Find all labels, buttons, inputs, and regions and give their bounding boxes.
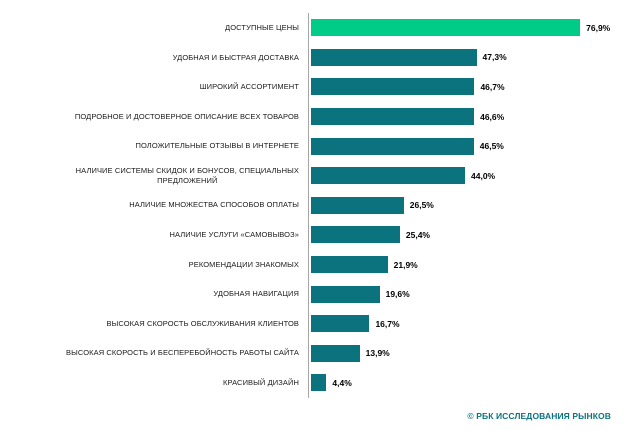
- category-label: ШИРОКИЙ АССОРТИМЕНТ: [199, 82, 299, 92]
- bar: [311, 48, 477, 66]
- plot-area: 46,7%: [308, 72, 624, 102]
- category-label-cell: УДОБНАЯ И БЫСТРАЯ ДОСТАВКА: [0, 53, 308, 63]
- category-label: ВЫСОКАЯ СКОРОСТЬ ОБСЛУЖИВАНИЯ КЛИЕНТОВ: [106, 318, 299, 328]
- plot-area: 19,6%: [308, 279, 624, 309]
- category-label-cell: НАЛИЧИЕ МНОЖЕСТВА СПОСОБОВ ОПЛАТЫ: [0, 200, 308, 210]
- value-label: 19,6%: [385, 289, 410, 300]
- chart-row: НАЛИЧИЕ УСЛУГИ «САМОВЫВОЗ» 25,4%: [0, 220, 624, 250]
- bar: [311, 78, 475, 96]
- category-label-cell: ВЫСОКАЯ СКОРОСТЬ И БЕСПЕРЕБОЙНОСТЬ РАБОТ…: [0, 348, 308, 358]
- plot-area: 16,7%: [308, 308, 624, 339]
- plot-area: 46,6%: [308, 101, 624, 132]
- value-label: 44,0%: [471, 170, 496, 181]
- bar: [311, 344, 360, 362]
- plot-area: 47,3%: [308, 42, 624, 73]
- category-label: ПОЛОЖИТЕЛЬНЫЕ ОТЗЫВЫ В ИНТЕРНЕТЕ: [135, 141, 299, 151]
- plot-area: 76,9%: [308, 13, 624, 43]
- value-label: 46,6%: [480, 111, 505, 122]
- plot-area: 13,9%: [308, 338, 624, 369]
- category-label: НАЛИЧИЕ МНОЖЕСТВА СПОСОБОВ ОПЛАТЫ: [129, 200, 299, 210]
- plot-area: 44,0%: [308, 160, 624, 191]
- value-label: 46,7%: [480, 81, 505, 92]
- category-label-cell: ВЫСОКАЯ СКОРОСТЬ ОБСЛУЖИВАНИЯ КЛИЕНТОВ: [0, 319, 308, 329]
- chart-row: ВЫСОКАЯ СКОРОСТЬ ОБСЛУЖИВАНИЯ КЛИЕНТОВ 16…: [0, 308, 624, 339]
- chart-row: ВЫСОКАЯ СКОРОСТЬ И БЕСПЕРЕБОЙНОСТЬ РАБОТ…: [0, 338, 624, 369]
- bar: [311, 137, 474, 155]
- category-label: ПОДРОБНОЕ И ДОСТОВЕРНОЕ ОПИСАНИЕ ВСЕХ ТО…: [74, 111, 299, 121]
- chart-row: УДОБНАЯ И БЫСТРАЯ ДОСТАВКА 47,3%: [0, 42, 624, 73]
- category-label: РЕКОМЕНДАЦИИ ЗНАКОМЫХ: [188, 259, 299, 269]
- chart-row: РЕКОМЕНДАЦИИ ЗНАКОМЫХ 21,9%: [0, 249, 624, 280]
- category-label: УДОБНАЯ НАВИГАЦИЯ: [213, 289, 299, 299]
- value-label: 26,5%: [409, 200, 434, 211]
- chart-row: ПОЛОЖИТЕЛЬНЫЕ ОТЗЫВЫ В ИНТЕРНЕТЕ 46,5%: [0, 131, 624, 161]
- bar: [311, 196, 404, 214]
- plot-area: 46,5%: [308, 131, 624, 161]
- bar: [311, 256, 388, 274]
- category-label-cell: НАЛИЧИЕ УСЛУГИ «САМОВЫВОЗ»: [0, 230, 308, 240]
- category-label-cell: НАЛИЧИЕ СИСТЕМЫ СКИДОК И БОНУСОВ, СПЕЦИА…: [0, 166, 308, 186]
- value-label: 21,9%: [393, 259, 418, 270]
- chart-row: УДОБНАЯ НАВИГАЦИЯ 19,6%: [0, 279, 624, 309]
- chart-rows: ДОСТУПНЫЕ ЦЕНЫ 76,9% УДОБНАЯ И БЫСТРАЯ ДОС…: [0, 13, 624, 398]
- value-label: 4,4%: [332, 377, 352, 388]
- chart-row: НАЛИЧИЕ СИСТЕМЫ СКИДОК И БОНУСОВ, СПЕЦИА…: [0, 160, 624, 191]
- chart-row: НАЛИЧИЕ МНОЖЕСТВА СПОСОБОВ ОПЛАТЫ 26,5%: [0, 190, 624, 221]
- plot-area: 26,5%: [308, 190, 624, 221]
- category-label-cell: ПОЛОЖИТЕЛЬНЫЕ ОТЗЫВЫ В ИНТЕРНЕТЕ: [0, 141, 308, 151]
- category-label-cell: УДОБНАЯ НАВИГАЦИЯ: [0, 289, 308, 299]
- chart-row: КРАСИВЫЙ ДИЗАЙН 4,4%: [0, 368, 624, 398]
- category-label-cell: РЕКОМЕНДАЦИИ ЗНАКОМЫХ: [0, 260, 308, 270]
- category-label: НАЛИЧИЕ УСЛУГИ «САМОВЫВОЗ»: [169, 230, 299, 240]
- plot-area: 21,9%: [308, 249, 624, 280]
- bar: [311, 167, 465, 185]
- chart-row: ДОСТУПНЫЕ ЦЕНЫ 76,9%: [0, 13, 624, 43]
- bar: [311, 315, 370, 333]
- category-label-cell: ШИРОКИЙ АССОРТИМЕНТ: [0, 82, 308, 92]
- plot-area: 25,4%: [308, 220, 624, 250]
- category-label: КРАСИВЫЙ ДИЗАЙН: [223, 378, 299, 388]
- plot-area: 4,4%: [308, 368, 624, 398]
- value-label: 47,3%: [482, 52, 507, 63]
- value-label: 16,7%: [375, 318, 400, 329]
- bar: [311, 108, 475, 126]
- value-label: 76,9%: [586, 22, 611, 33]
- source-credit: © РБК ИССЛЕДОВАНИЯ РЫНКОВ: [467, 411, 611, 421]
- bar: [311, 19, 581, 37]
- category-label: НАЛИЧИЕ СИСТЕМЫ СКИДОК И БОНУСОВ, СПЕЦИА…: [75, 166, 299, 185]
- category-label: ДОСТУПНЫЕ ЦЕНЫ: [225, 22, 299, 32]
- bar: [311, 374, 327, 392]
- category-label-cell: КРАСИВЫЙ ДИЗАЙН: [0, 378, 308, 388]
- value-label: 25,4%: [405, 229, 430, 240]
- category-label: ВЫСОКАЯ СКОРОСТЬ И БЕСПЕРЕБОЙНОСТЬ РАБОТ…: [66, 348, 299, 358]
- chart-row: ШИРОКИЙ АССОРТИМЕНТ 46,7%: [0, 72, 624, 102]
- category-label-cell: ПОДРОБНОЕ И ДОСТОВЕРНОЕ ОПИСАНИЕ ВСЕХ ТО…: [0, 112, 308, 122]
- value-label: 46,5%: [479, 141, 504, 152]
- bar: [311, 285, 380, 303]
- bar: [311, 226, 400, 244]
- category-label: УДОБНАЯ И БЫСТРАЯ ДОСТАВКА: [172, 52, 299, 62]
- value-label: 13,9%: [365, 348, 390, 359]
- chart-row: ПОДРОБНОЕ И ДОСТОВЕРНОЕ ОПИСАНИЕ ВСЕХ ТО…: [0, 101, 624, 132]
- category-label-cell: ДОСТУПНЫЕ ЦЕНЫ: [0, 23, 308, 33]
